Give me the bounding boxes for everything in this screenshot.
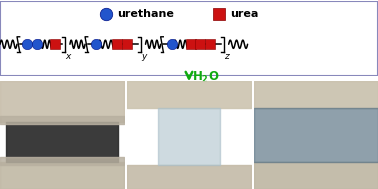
Text: z: z xyxy=(225,53,229,61)
Text: urethane: urethane xyxy=(117,9,174,19)
Text: $\mathbf{H_2O}$: $\mathbf{H_2O}$ xyxy=(192,70,219,85)
FancyBboxPatch shape xyxy=(0,1,378,76)
Text: y: y xyxy=(141,53,147,61)
Text: x: x xyxy=(66,53,71,61)
Text: urea: urea xyxy=(231,9,259,19)
